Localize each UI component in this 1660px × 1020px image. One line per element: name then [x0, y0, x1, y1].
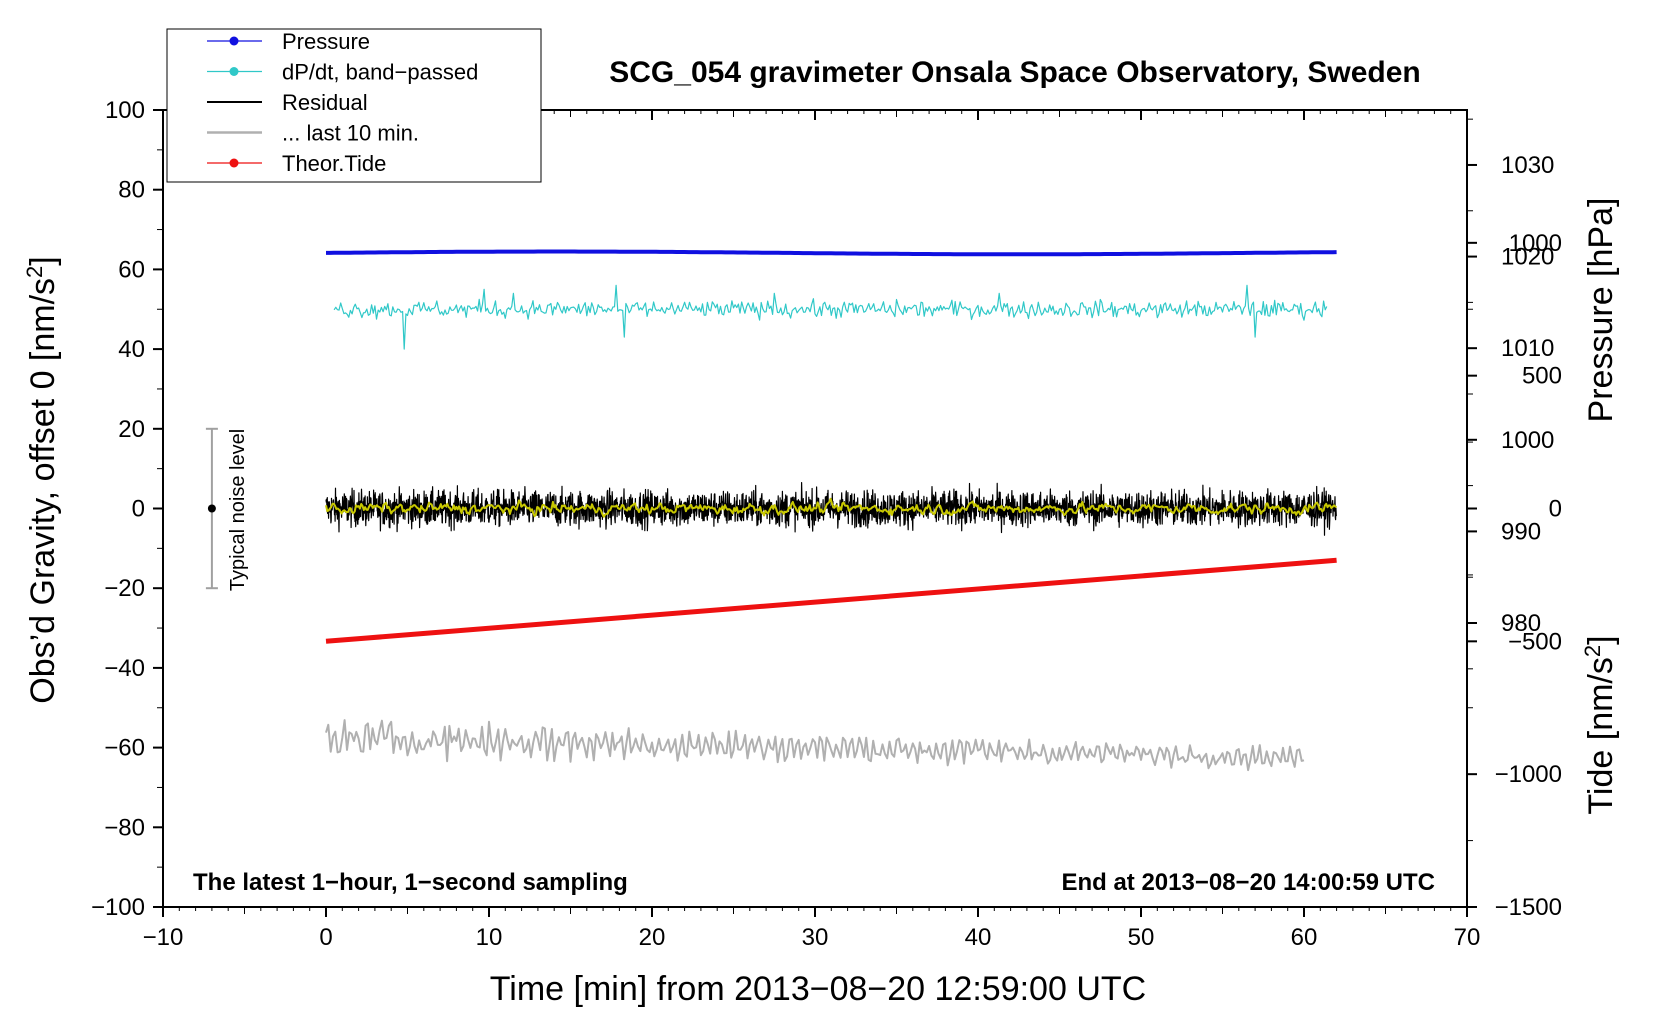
pressure-tick-label: 1010 — [1501, 335, 1554, 362]
tide-tick-label: −1000 — [1495, 761, 1562, 788]
tide-tick-label: 0 — [1549, 496, 1562, 523]
x-tick-label: 70 — [1454, 924, 1481, 951]
noise-marker — [205, 427, 218, 590]
y-tick-label: 40 — [118, 336, 145, 363]
tide-axis-title-text: Tide [nm/s — [1582, 657, 1620, 814]
pressure-axis-title: Pressure [hPa] — [1582, 198, 1620, 423]
y-tick-label: −80 — [104, 814, 145, 841]
pressure-tick-label: 1020 — [1501, 244, 1554, 271]
legend-items: Pressure dP/dt, band−passed Residual ... la… — [207, 29, 478, 176]
series-pressure — [326, 249, 1337, 257]
x-tick-label: 0 — [319, 924, 332, 951]
legend-label: Theor.Tide — [282, 151, 386, 176]
x-tick-label: 20 — [639, 924, 666, 951]
y-tick-label: 80 — [118, 177, 145, 204]
y-tick-label: −40 — [104, 655, 145, 682]
tide-tick-label: 500 — [1522, 363, 1562, 390]
y-tick-label: 100 — [105, 97, 145, 124]
y-axis-title-close: ] — [24, 256, 62, 265]
y-axis-title-sup: 2 — [22, 266, 47, 278]
y-tick-label: −60 — [104, 735, 145, 762]
legend-marker — [229, 158, 239, 168]
pressure-tick-label: 990 — [1501, 518, 1541, 545]
legend-marker — [229, 36, 239, 46]
y-tick-label: 0 — [132, 496, 145, 523]
series-residual-smoothed — [325, 497, 1337, 518]
legend-box — [166, 28, 542, 183]
tide-axis-title: Tide [nm/s2] — [1580, 635, 1620, 814]
annotation-latest-hour: The latest 1−hour, 1−second sampling — [193, 869, 628, 896]
legend-label: ... last 10 min. — [282, 121, 419, 146]
pressure-tick-label: 980 — [1501, 610, 1541, 637]
y-axis-title-text: Obs’d Gravity, offset 0 [nm/s — [24, 278, 62, 704]
series-last-10-min — [325, 719, 1305, 772]
series-dpdt — [333, 284, 1328, 350]
pressure-tick-label: 1030 — [1501, 152, 1554, 179]
tide-tick-label: −1500 — [1495, 894, 1562, 921]
y-axis-title: Obs’d Gravity, offset 0 [nm/s2] — [22, 256, 62, 703]
x-tick-label: 10 — [476, 924, 503, 951]
chart-title: SCG_054 gravimeter Onsala Space Observat… — [609, 56, 1421, 89]
x-tick-label: −10 — [143, 924, 184, 951]
legend: Pressure dP/dt, band−passed Residual ... la… — [166, 28, 542, 183]
x-axis-title: Time [min] from 2013−08−20 12:59:00 UTC — [490, 970, 1146, 1008]
tide-axis-title-close: ] — [1582, 635, 1620, 644]
y-tick-label: 60 — [118, 256, 145, 283]
legend-label: Residual — [282, 90, 368, 115]
noise-marker-dot — [207, 504, 216, 513]
legend-label: Pressure — [282, 29, 370, 54]
noise-marker-label: Typical noise level — [227, 429, 249, 591]
x-tick-label: 60 — [1291, 924, 1318, 951]
annotation-end-time: End at 2013−08−20 14:00:59 UTC — [1061, 869, 1435, 896]
labels-layer: −10 0 10 20 30 40 50 60 70100806040200−20−40−60−… — [91, 97, 1562, 951]
y-tick-label: 20 — [118, 416, 145, 443]
tide-axis-title-sup: 2 — [1580, 645, 1605, 657]
tide-tick-label: 1000 — [1509, 230, 1562, 257]
y-tick-label: −100 — [91, 894, 145, 921]
x-tick-label: 30 — [802, 924, 829, 951]
pressure-tick-label: 1000 — [1501, 427, 1554, 454]
legend-label: dP/dt, band−passed — [282, 60, 478, 85]
y-tick-label: −20 — [104, 575, 145, 602]
series-theor-tide — [325, 557, 1337, 644]
x-tick-label: 50 — [1128, 924, 1155, 951]
tide-tick-label: −500 — [1508, 628, 1562, 655]
x-tick-label: 40 — [965, 924, 992, 951]
series-layer — [325, 249, 1337, 772]
series-residual — [325, 482, 1337, 536]
legend-marker — [229, 67, 239, 76]
